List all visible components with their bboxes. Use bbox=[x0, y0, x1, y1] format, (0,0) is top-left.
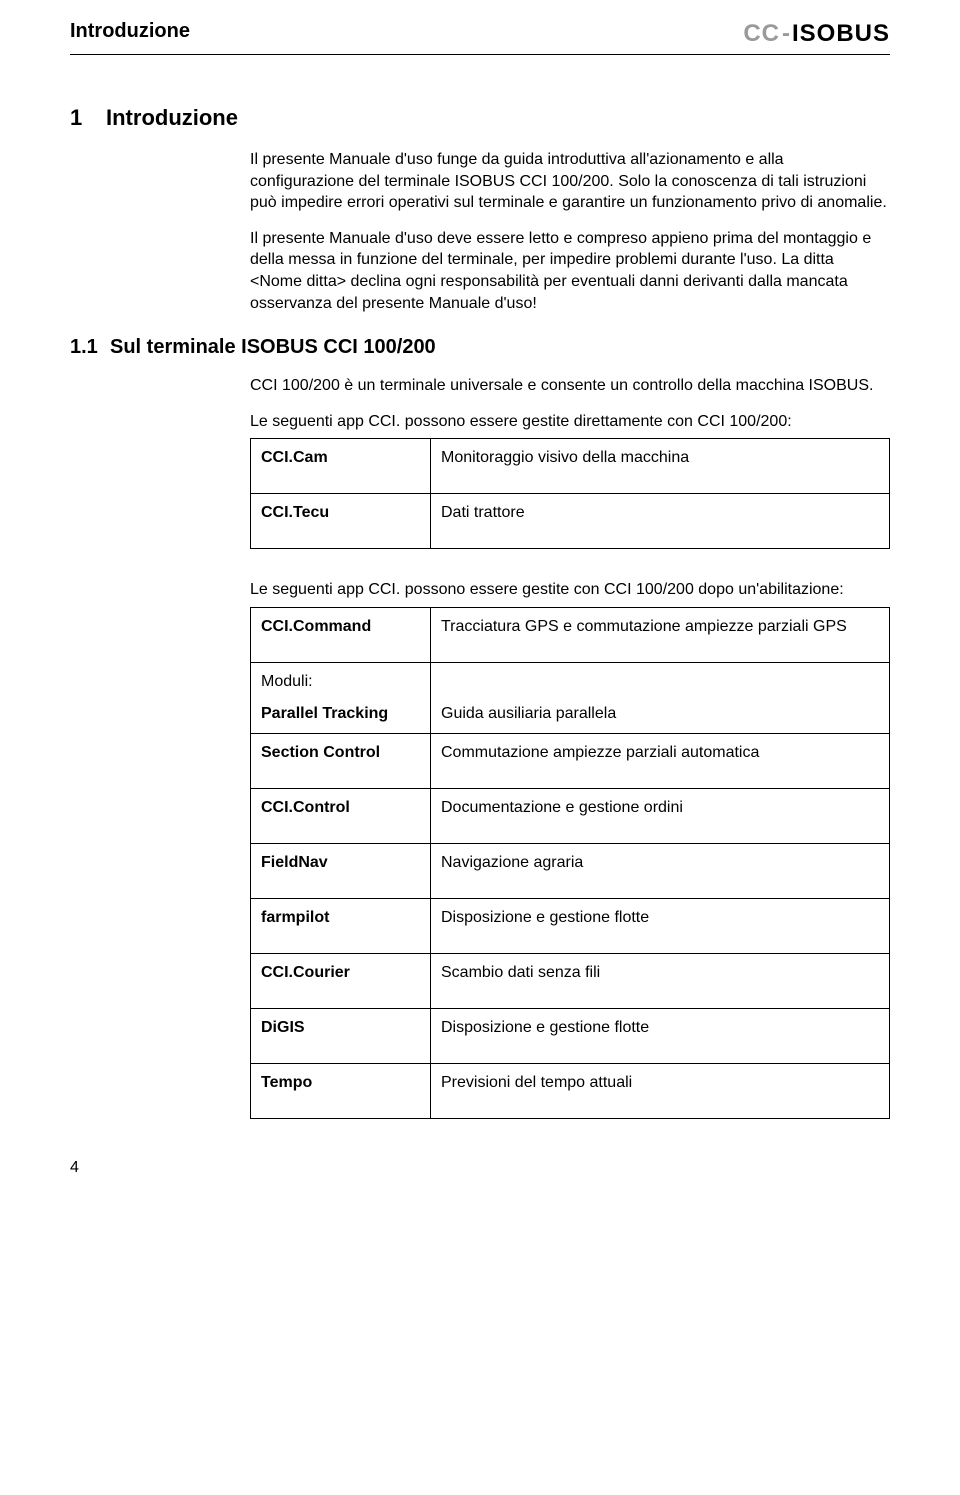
module-name: Parallel Tracking bbox=[261, 705, 420, 723]
logo-cc-text: CC bbox=[743, 20, 780, 48]
app-desc: Tracciatura GPS e commutazione ampiezze … bbox=[431, 607, 890, 662]
table-1-caption: Le seguenti app CCI. possono essere gest… bbox=[250, 411, 890, 433]
section-1-paragraph-2: Il presente Manuale d'uso deve essere le… bbox=[250, 228, 890, 314]
app-name: CCI.Control bbox=[251, 788, 431, 843]
table-row: CCI.Control Documentazione e gestione or… bbox=[251, 788, 890, 843]
app-name: DiGIS bbox=[251, 1008, 431, 1063]
app-name: Section Control bbox=[251, 733, 431, 788]
brand-logo: CC-ISOBUS bbox=[743, 20, 890, 48]
app-desc: Scambio dati senza fili bbox=[431, 953, 890, 1008]
app-desc: Commutazione ampiezze parziali automatic… bbox=[431, 733, 890, 788]
section-1-1-paragraph-1: CCI 100/200 è un terminale universale e … bbox=[250, 375, 890, 397]
page-number: 4 bbox=[70, 1159, 890, 1177]
page-header: Introduzione CC-ISOBUS bbox=[70, 20, 890, 55]
app-name: CCI.Command bbox=[251, 607, 431, 662]
app-name: FieldNav bbox=[251, 843, 431, 898]
table-1-block: Le seguenti app CCI. possono essere gest… bbox=[250, 411, 890, 550]
app-name: CCI.Cam bbox=[251, 439, 431, 494]
header-title: Introduzione bbox=[70, 20, 190, 43]
app-desc: Previsioni del tempo attuali bbox=[431, 1063, 890, 1118]
table-row: CCI.Courier Scambio dati senza fili bbox=[251, 953, 890, 1008]
apps-table-1: CCI.Cam Monitoraggio visivo della macchi… bbox=[250, 438, 890, 549]
section-1-title: Introduzione bbox=[106, 105, 238, 130]
app-name: CCI.Tecu bbox=[251, 494, 431, 549]
app-desc: Documentazione e gestione ordini bbox=[431, 788, 890, 843]
page: Introduzione CC-ISOBUS 1Introduzione Il … bbox=[0, 0, 960, 1217]
table-2-block: Le seguenti app CCI. possono essere gest… bbox=[250, 579, 890, 1119]
app-desc: Disposizione e gestione flotte bbox=[431, 1008, 890, 1063]
section-1-1-heading: 1.1Sul terminale ISOBUS CCI 100/200 bbox=[70, 336, 890, 359]
app-name: Tempo bbox=[251, 1063, 431, 1118]
table-row: Section Control Commutazione ampiezze pa… bbox=[251, 733, 890, 788]
table-row: CCI.Tecu Dati trattore bbox=[251, 494, 890, 549]
section-1-1-number: 1.1 bbox=[70, 336, 110, 359]
app-desc: Monitoraggio visivo della macchina bbox=[431, 439, 890, 494]
app-name: farmpilot bbox=[251, 898, 431, 953]
section-1-number: 1 bbox=[70, 105, 106, 131]
apps-table-2: CCI.Command Tracciatura GPS e commutazio… bbox=[250, 607, 890, 1119]
modules-label: Moduli: bbox=[261, 673, 420, 691]
table-2-caption: Le seguenti app CCI. possono essere gest… bbox=[250, 579, 890, 601]
app-name: Moduli: Parallel Tracking bbox=[251, 662, 431, 733]
app-desc: Guida ausiliaria parallela bbox=[431, 662, 890, 733]
table-row: DiGIS Disposizione e gestione flotte bbox=[251, 1008, 890, 1063]
section-1-heading: 1Introduzione bbox=[70, 105, 890, 131]
table-row: FieldNav Navigazione agraria bbox=[251, 843, 890, 898]
app-desc: Disposizione e gestione flotte bbox=[431, 898, 890, 953]
table-row: CCI.Cam Monitoraggio visivo della macchi… bbox=[251, 439, 890, 494]
table-row: farmpilot Disposizione e gestione flotte bbox=[251, 898, 890, 953]
table-row: Tempo Previsioni del tempo attuali bbox=[251, 1063, 890, 1118]
section-1-1-title: Sul terminale ISOBUS CCI 100/200 bbox=[110, 336, 436, 358]
logo-separator-icon: - bbox=[782, 20, 790, 48]
section-1-paragraph-1: Il presente Manuale d'uso funge da guida… bbox=[250, 149, 890, 214]
app-desc: Dati trattore bbox=[431, 494, 890, 549]
app-desc: Navigazione agraria bbox=[431, 843, 890, 898]
app-name: CCI.Courier bbox=[251, 953, 431, 1008]
table-row: CCI.Command Tracciatura GPS e commutazio… bbox=[251, 607, 890, 662]
logo-isobus-text: ISOBUS bbox=[792, 20, 890, 48]
